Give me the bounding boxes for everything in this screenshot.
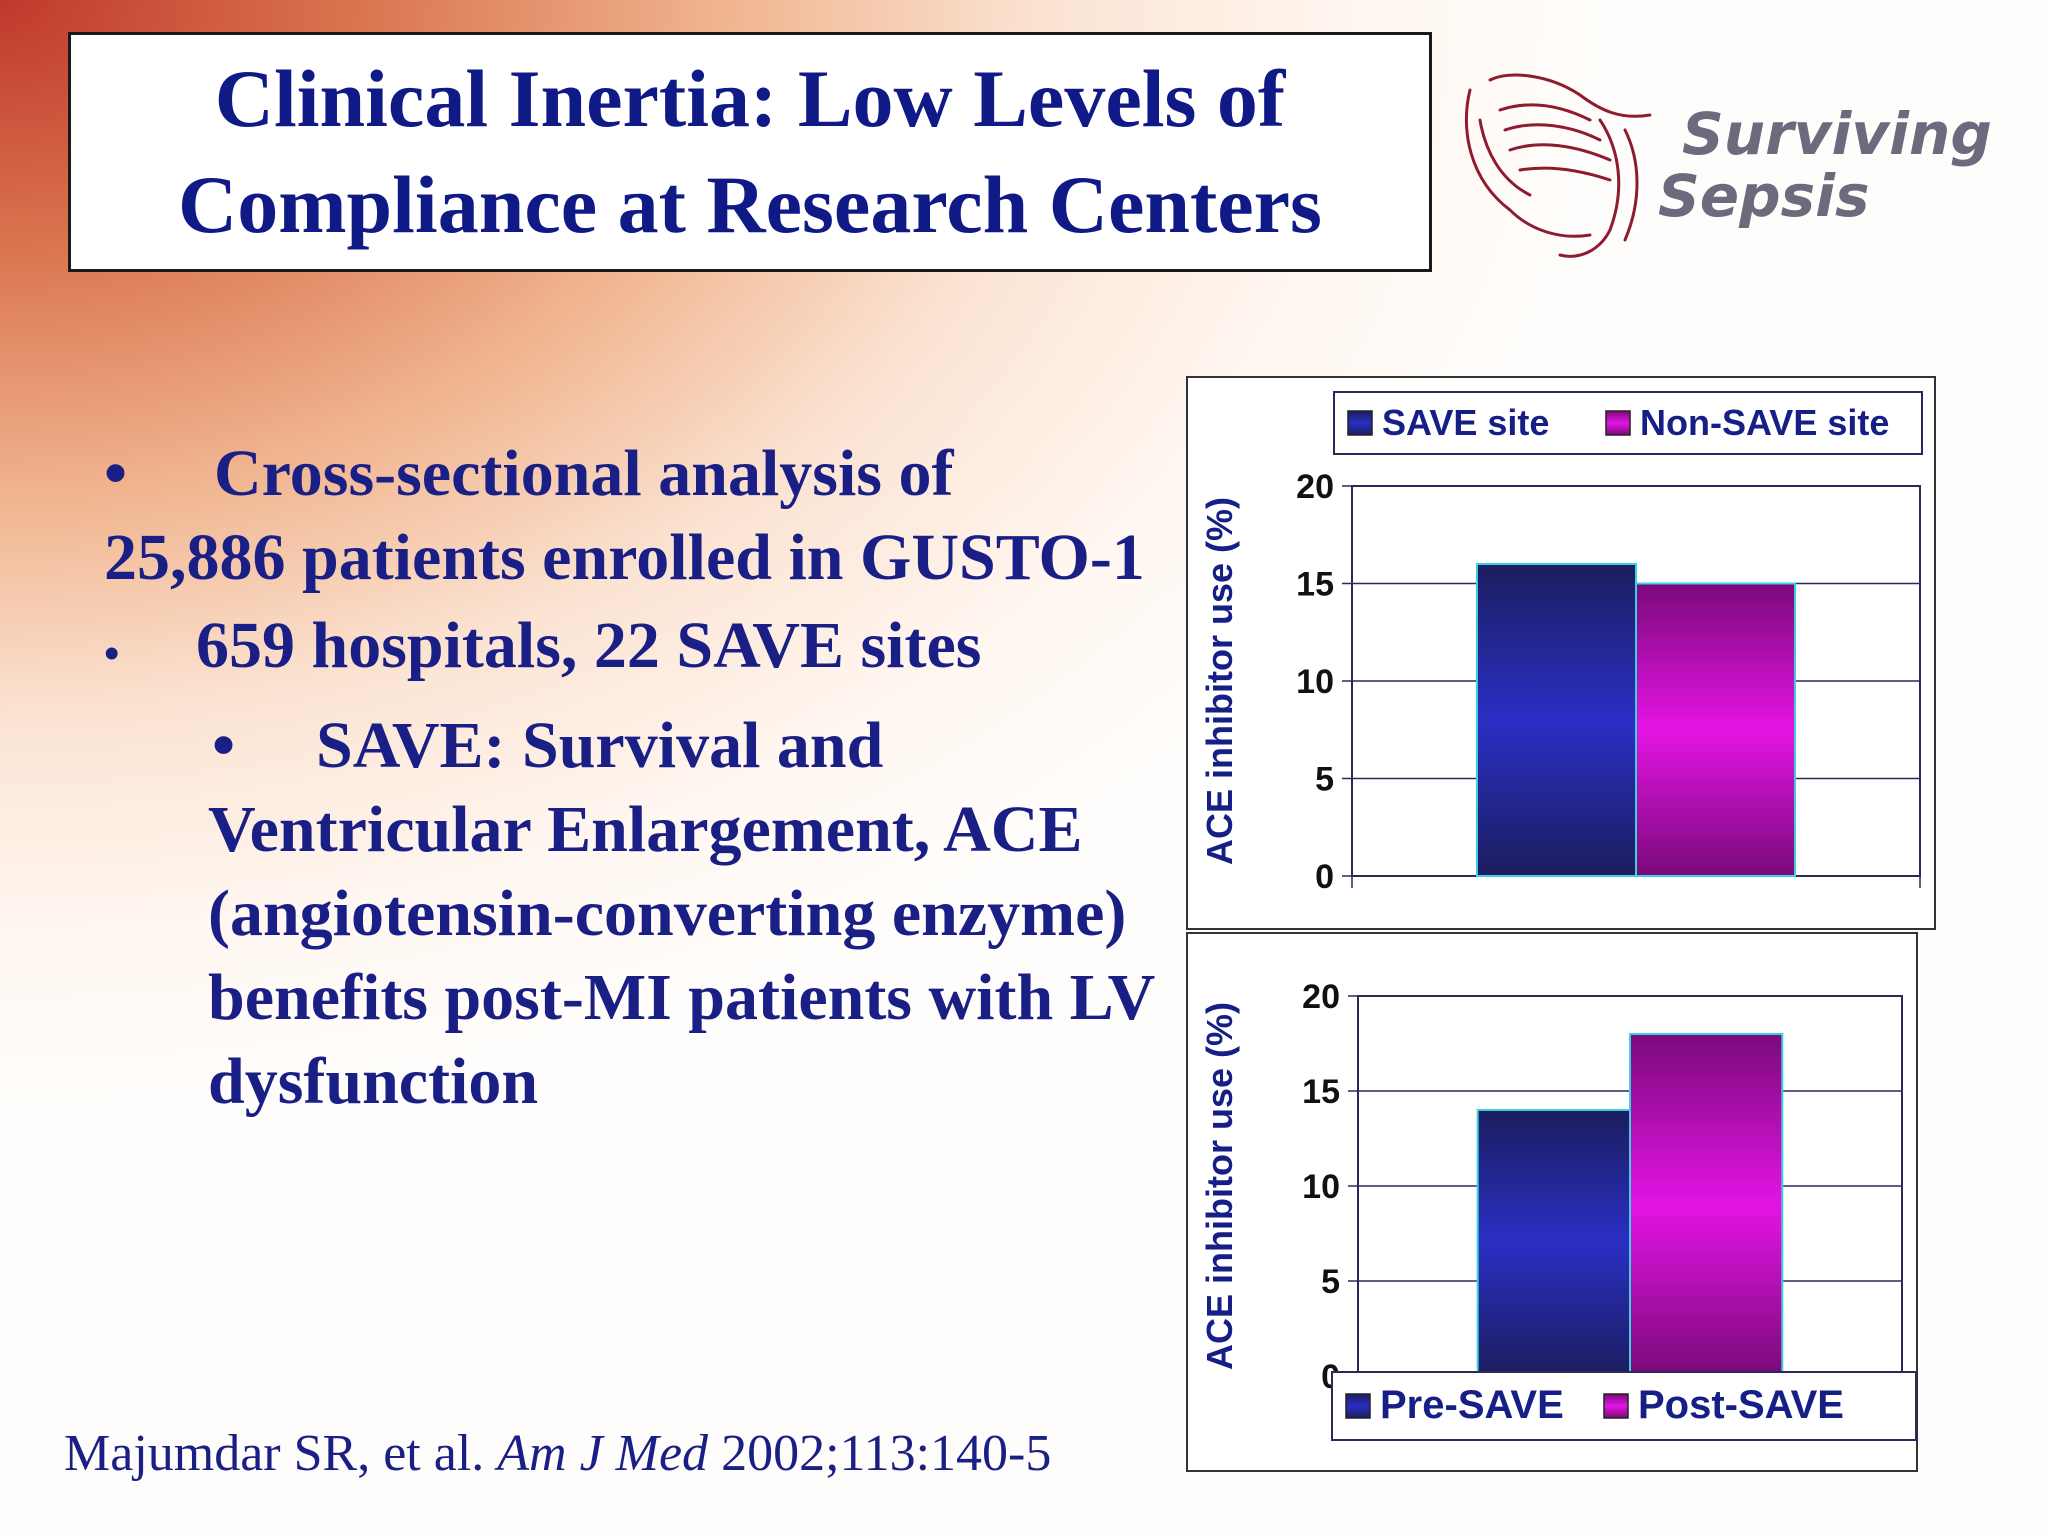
chart-svg: 0 5 10 15 20 ACE inhibitor use (%) SAVE site No… <box>1199 391 1923 896</box>
bullet-marker: • <box>104 629 120 678</box>
y-tick-label: 15 <box>1302 1073 1340 1111</box>
y-tick-label: 5 <box>1315 761 1334 799</box>
surviving-sepsis-logo: Surviving Sepsis <box>1450 60 2010 280</box>
citation-author: Majumdar SR, et al. <box>64 1425 485 1482</box>
chart-save-vs-nonsave: 0 5 10 15 20 ACE inhibitor use (%) SAVE site No… <box>1186 376 1936 930</box>
citation-ref: 2002;113:140-5 <box>721 1425 1052 1482</box>
legend-swatch <box>1345 1393 1371 1419</box>
slide-title: Clinical Inertia: Low Levels of Complian… <box>68 32 1432 272</box>
bullet-text: benefits post-MI patients with LV <box>208 961 1156 1034</box>
hands-logo-icon <box>1464 73 1652 258</box>
bar <box>1635 582 1797 877</box>
y-tick-label: 5 <box>1321 1263 1340 1301</box>
citation: Majumdar SR, et al. Am J Med 2002;113:14… <box>64 1424 1051 1483</box>
legend-label: Pre-SAVE <box>1380 1383 1564 1427</box>
slide-title-line-1: Clinical Inertia: Low Levels of <box>214 53 1286 144</box>
bar <box>1476 1109 1631 1377</box>
citation-journal: Am J Med <box>497 1425 709 1482</box>
legend-swatch <box>1347 410 1373 436</box>
slide-title-line-2: Compliance at Research Centers <box>178 159 1322 250</box>
legend-swatch <box>1605 410 1631 436</box>
bullet-text: SAVE: Survival and <box>316 709 884 782</box>
bullet-text: (angiotensin-converting enzyme) <box>208 877 1127 950</box>
y-tick-label: 10 <box>1302 1168 1340 1206</box>
legend-label: Non-SAVE site <box>1640 402 1889 443</box>
y-axis-label: ACE inhibitor use (%) <box>1199 497 1240 865</box>
bullet-text: dysfunction <box>208 1045 539 1118</box>
y-tick-label: 15 <box>1296 566 1334 604</box>
bar <box>1629 1033 1784 1377</box>
bullet-text: 25,886 patients enrolled in GUSTO-1 <box>104 521 1145 594</box>
legend-swatch <box>1603 1393 1629 1419</box>
bullet-marker: • <box>104 437 128 510</box>
bullet-marker: • <box>212 709 236 782</box>
y-tick-label: 20 <box>1302 978 1340 1016</box>
y-tick-label: 10 <box>1296 663 1334 701</box>
legend-label: SAVE site <box>1382 402 1549 443</box>
logo-text-sepsis: Sepsis <box>1658 162 1870 230</box>
bullet-text: 659 hospitals, 22 SAVE sites <box>196 609 982 682</box>
chart-pre-vs-post: 0 5 10 15 20 ACE inhibitor use (%) Pre-SAVE Pos… <box>1186 932 1918 1472</box>
y-tick-label: 20 <box>1296 468 1334 506</box>
logo-text-surviving: Surviving <box>1682 100 1992 168</box>
bar <box>1475 563 1637 877</box>
bullet-text: Ventricular Enlargement, ACE <box>208 793 1083 866</box>
y-axis-label: ACE inhibitor use (%) <box>1199 1002 1240 1370</box>
bullet-text: Cross-sectional analysis of <box>214 437 954 510</box>
legend-label: Post-SAVE <box>1638 1383 1844 1427</box>
y-tick-label: 0 <box>1315 858 1334 896</box>
